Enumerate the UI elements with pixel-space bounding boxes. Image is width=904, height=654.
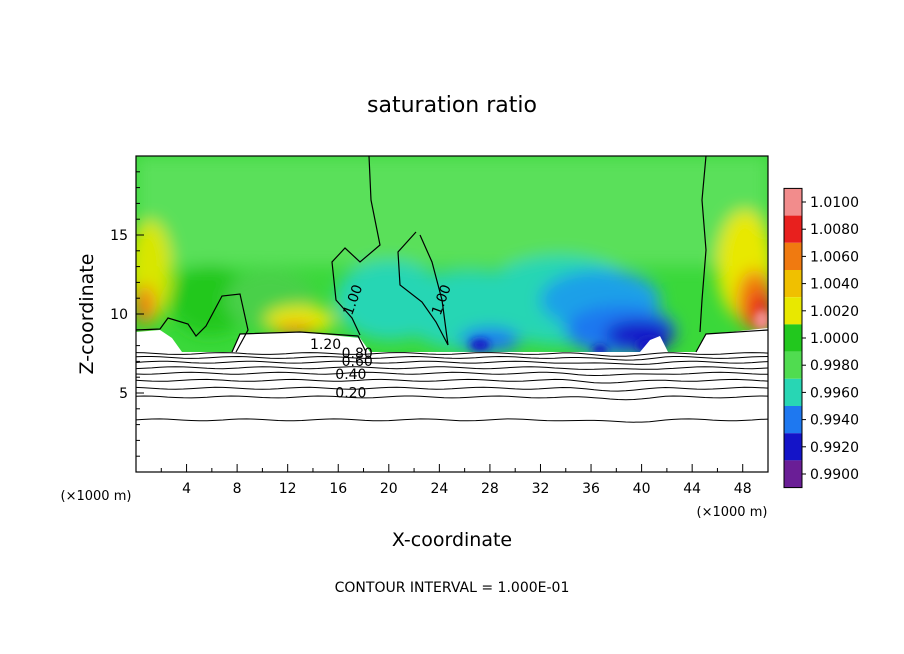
- colorbar-swatch: [784, 297, 802, 325]
- cloud-free-patch: [136, 328, 768, 352]
- x-axis: 4 8 12 16 20 24 28 32 36 40 44 48: [160, 464, 752, 497]
- colorbar-swatch: [784, 433, 802, 461]
- contour-label: 0.60: [342, 354, 373, 370]
- colorbar-swatch: [784, 460, 802, 488]
- contour-line: [136, 395, 768, 401]
- colorbar-label: 1.0100: [810, 195, 859, 211]
- contour-label: 0.20: [335, 386, 366, 402]
- x-tick-label: 12: [279, 481, 297, 497]
- colorbar-label: 1.0040: [810, 277, 859, 293]
- colorbar-swatch: [784, 270, 802, 298]
- contour-line: [136, 371, 768, 377]
- colorbar: 1.0100 1.0080 1.0060 1.0040 1.0020 1.0000 0.99…: [783, 187, 859, 489]
- contour-interval-note: CONTOUR INTERVAL = 1.000E-01: [335, 580, 570, 596]
- x-tick-label: 4: [182, 481, 191, 497]
- contour-lines: [136, 156, 768, 423]
- contour-line: [231, 331, 367, 353]
- contour-line: [136, 386, 768, 392]
- x-axis-unit: (×1000 m): [697, 505, 768, 520]
- contour-label: 1.20: [310, 337, 341, 353]
- x-tick-label: 36: [582, 481, 600, 497]
- contour-line: [699, 156, 707, 333]
- colorbar-swatch: [784, 242, 802, 270]
- contour-label: 0.40: [335, 367, 366, 383]
- colorbar-label: 0.9940: [810, 413, 859, 429]
- contour-line: [136, 366, 768, 370]
- colorbar-swatch: [784, 324, 802, 352]
- y-tick-label: 15: [110, 228, 128, 244]
- y-axis: 5 10 15: [110, 171, 144, 457]
- chart-title: saturation ratio: [367, 93, 537, 118]
- colorbar-label: 1.0080: [810, 222, 859, 238]
- colorbar-label: 0.9920: [810, 440, 859, 456]
- y-tick-label: 10: [110, 307, 128, 323]
- contour-line: [136, 293, 249, 353]
- colorbar-label: 0.9900: [810, 467, 859, 483]
- contour-line: [136, 378, 768, 384]
- colorbar-label: 0.9960: [810, 385, 859, 401]
- x-tick-label: 28: [481, 481, 499, 497]
- x-tick-label: 40: [633, 481, 651, 497]
- contour-line: [695, 329, 768, 353]
- y-tick-label: 5: [119, 386, 128, 402]
- x-tick-label: 16: [329, 481, 347, 497]
- colorbar-label: 0.9980: [810, 358, 859, 374]
- colorbar-swatch: [784, 215, 802, 243]
- colorbar-label: 1.0000: [810, 331, 859, 347]
- colorbar-swatch: [784, 406, 802, 434]
- colorbar-label: 1.0060: [810, 249, 859, 265]
- x-tick-label: 8: [233, 481, 242, 497]
- subsaturated-layer: [136, 352, 768, 472]
- x-tick-label: 32: [532, 481, 550, 497]
- contour-line: [136, 352, 768, 357]
- contour-line: [397, 231, 449, 346]
- colorbar-swatch: [784, 378, 802, 406]
- x-tick-label: 44: [683, 481, 701, 497]
- colorbar-label: 1.0020: [810, 304, 859, 320]
- plot-area: 1.00 1.001.200.800.600.400.20: [136, 156, 768, 472]
- x-axis-label: X-coordinate: [392, 529, 512, 551]
- contour-line: [331, 156, 381, 336]
- contour-line: [136, 360, 768, 365]
- y-axis-label: Z-coordinate: [76, 254, 98, 375]
- x-tick-label: 48: [734, 481, 752, 497]
- x-tick-label: 20: [380, 481, 398, 497]
- saturation-field: [136, 156, 768, 355]
- colorbar-swatch: [784, 188, 802, 216]
- contour-label: 0.80: [342, 346, 373, 362]
- y-axis-unit: (×1000 m): [61, 489, 132, 504]
- contour-line: [136, 418, 768, 423]
- contour-line: [136, 355, 768, 361]
- colorbar-swatch: [784, 351, 802, 379]
- x-tick-label: 24: [430, 481, 448, 497]
